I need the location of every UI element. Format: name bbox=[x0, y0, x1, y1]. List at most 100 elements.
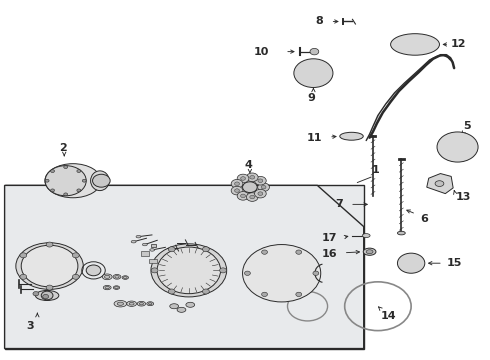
Ellipse shape bbox=[151, 244, 227, 297]
Circle shape bbox=[45, 166, 86, 196]
Circle shape bbox=[237, 174, 249, 183]
Circle shape bbox=[185, 267, 193, 273]
Circle shape bbox=[251, 251, 312, 296]
Circle shape bbox=[27, 250, 72, 282]
Circle shape bbox=[308, 69, 319, 77]
Circle shape bbox=[41, 291, 53, 300]
Circle shape bbox=[172, 258, 205, 282]
Circle shape bbox=[237, 192, 249, 200]
Circle shape bbox=[64, 166, 68, 168]
Bar bbox=[4, 185, 364, 348]
Ellipse shape bbox=[348, 135, 355, 138]
Polygon shape bbox=[386, 91, 399, 104]
Text: 7: 7 bbox=[335, 199, 343, 210]
Circle shape bbox=[258, 179, 263, 183]
Circle shape bbox=[202, 247, 209, 252]
Circle shape bbox=[62, 178, 70, 184]
Circle shape bbox=[44, 293, 50, 298]
Circle shape bbox=[277, 270, 287, 277]
Ellipse shape bbox=[136, 235, 141, 238]
Ellipse shape bbox=[16, 243, 83, 289]
Circle shape bbox=[180, 264, 197, 277]
Circle shape bbox=[243, 244, 321, 302]
Ellipse shape bbox=[366, 250, 373, 254]
Circle shape bbox=[157, 247, 220, 294]
Circle shape bbox=[246, 184, 254, 190]
Circle shape bbox=[33, 292, 39, 296]
Circle shape bbox=[220, 268, 226, 273]
Ellipse shape bbox=[115, 287, 118, 289]
Ellipse shape bbox=[122, 276, 128, 279]
Circle shape bbox=[36, 256, 63, 276]
Circle shape bbox=[261, 258, 302, 288]
Ellipse shape bbox=[143, 243, 147, 246]
Polygon shape bbox=[422, 59, 433, 67]
Circle shape bbox=[310, 48, 319, 55]
Circle shape bbox=[254, 176, 266, 185]
Ellipse shape bbox=[139, 302, 144, 305]
Text: 6: 6 bbox=[420, 214, 428, 224]
Circle shape bbox=[51, 170, 80, 192]
Circle shape bbox=[99, 179, 104, 183]
Circle shape bbox=[20, 253, 27, 258]
Ellipse shape bbox=[170, 304, 178, 309]
Ellipse shape bbox=[397, 231, 405, 235]
Circle shape bbox=[246, 193, 258, 201]
Bar bbox=[151, 244, 156, 247]
Ellipse shape bbox=[410, 42, 420, 47]
Circle shape bbox=[245, 271, 250, 275]
Circle shape bbox=[243, 182, 257, 193]
Circle shape bbox=[164, 252, 213, 288]
Ellipse shape bbox=[177, 307, 186, 312]
Circle shape bbox=[42, 261, 57, 271]
Ellipse shape bbox=[344, 134, 358, 139]
Ellipse shape bbox=[397, 37, 433, 52]
Circle shape bbox=[301, 64, 326, 82]
Polygon shape bbox=[366, 132, 373, 140]
Circle shape bbox=[262, 292, 268, 297]
Text: 13: 13 bbox=[456, 192, 471, 202]
Text: 16: 16 bbox=[321, 248, 337, 258]
Ellipse shape bbox=[363, 248, 376, 255]
Text: 3: 3 bbox=[26, 320, 34, 330]
Circle shape bbox=[397, 253, 425, 273]
Circle shape bbox=[450, 141, 465, 152]
Ellipse shape bbox=[102, 274, 112, 280]
Circle shape bbox=[93, 174, 110, 187]
Circle shape bbox=[231, 186, 243, 195]
Circle shape bbox=[168, 289, 175, 294]
Circle shape bbox=[258, 192, 263, 195]
Text: 15: 15 bbox=[446, 258, 462, 268]
Ellipse shape bbox=[148, 303, 152, 305]
Text: 12: 12 bbox=[450, 40, 465, 49]
Circle shape bbox=[73, 253, 79, 258]
Circle shape bbox=[250, 195, 255, 199]
Text: 17: 17 bbox=[321, 233, 337, 243]
Text: 8: 8 bbox=[316, 17, 323, 27]
Circle shape bbox=[21, 245, 78, 287]
Circle shape bbox=[231, 179, 243, 188]
Ellipse shape bbox=[147, 302, 154, 306]
Circle shape bbox=[57, 174, 74, 187]
Ellipse shape bbox=[113, 274, 121, 279]
Polygon shape bbox=[448, 57, 453, 62]
Circle shape bbox=[455, 145, 461, 149]
Ellipse shape bbox=[150, 249, 155, 251]
Ellipse shape bbox=[391, 34, 440, 55]
Circle shape bbox=[444, 137, 471, 157]
Circle shape bbox=[246, 173, 258, 181]
Ellipse shape bbox=[137, 301, 146, 306]
Circle shape bbox=[241, 177, 245, 180]
Ellipse shape bbox=[129, 302, 134, 305]
Ellipse shape bbox=[186, 302, 195, 307]
Circle shape bbox=[77, 170, 81, 172]
Circle shape bbox=[270, 265, 294, 282]
Ellipse shape bbox=[117, 302, 123, 305]
Circle shape bbox=[64, 193, 68, 196]
Circle shape bbox=[77, 189, 81, 192]
Circle shape bbox=[313, 271, 319, 275]
Ellipse shape bbox=[104, 275, 110, 278]
Polygon shape bbox=[427, 174, 453, 194]
Circle shape bbox=[258, 183, 270, 192]
Ellipse shape bbox=[340, 132, 363, 140]
